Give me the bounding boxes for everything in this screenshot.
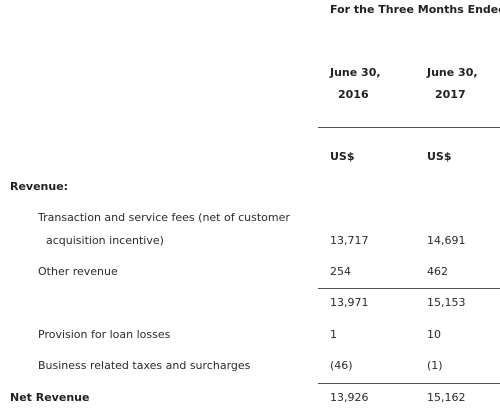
period-header: For the Three Months Ended (330, 3, 500, 16)
column-date: June 30, (427, 66, 478, 79)
cell: 1 (330, 328, 337, 341)
column-currency: US$ (330, 150, 355, 163)
cell: 15,162 (427, 391, 466, 404)
column-date: June 30, (330, 66, 381, 79)
section-title: Revenue: (10, 180, 69, 193)
cell: 14,691 (427, 234, 466, 247)
cell: 13,971 (330, 296, 369, 309)
column-year: 2017 (435, 88, 466, 101)
row-label: Other revenue (38, 265, 118, 278)
cell: 254 (330, 265, 351, 278)
column-year: 2016 (338, 88, 369, 101)
row-label: Business related taxes and surcharges (38, 359, 251, 372)
row-label: Transaction and service fees (net of cus… (38, 211, 290, 224)
cell: 462 (427, 265, 448, 278)
cell: 13,926 (330, 391, 369, 404)
cell: 15,153 (427, 296, 466, 309)
cell: (1) (427, 359, 443, 372)
rule (318, 383, 500, 384)
cell: 13,717 (330, 234, 369, 247)
row-label: acquisition incentive) (46, 234, 164, 247)
rule (318, 288, 500, 289)
total-label: Net Revenue (10, 391, 90, 404)
row-label: Provision for loan losses (38, 328, 171, 341)
cell: (46) (330, 359, 353, 372)
column-currency: US$ (427, 150, 452, 163)
rule (318, 127, 500, 128)
cell: 10 (427, 328, 441, 341)
